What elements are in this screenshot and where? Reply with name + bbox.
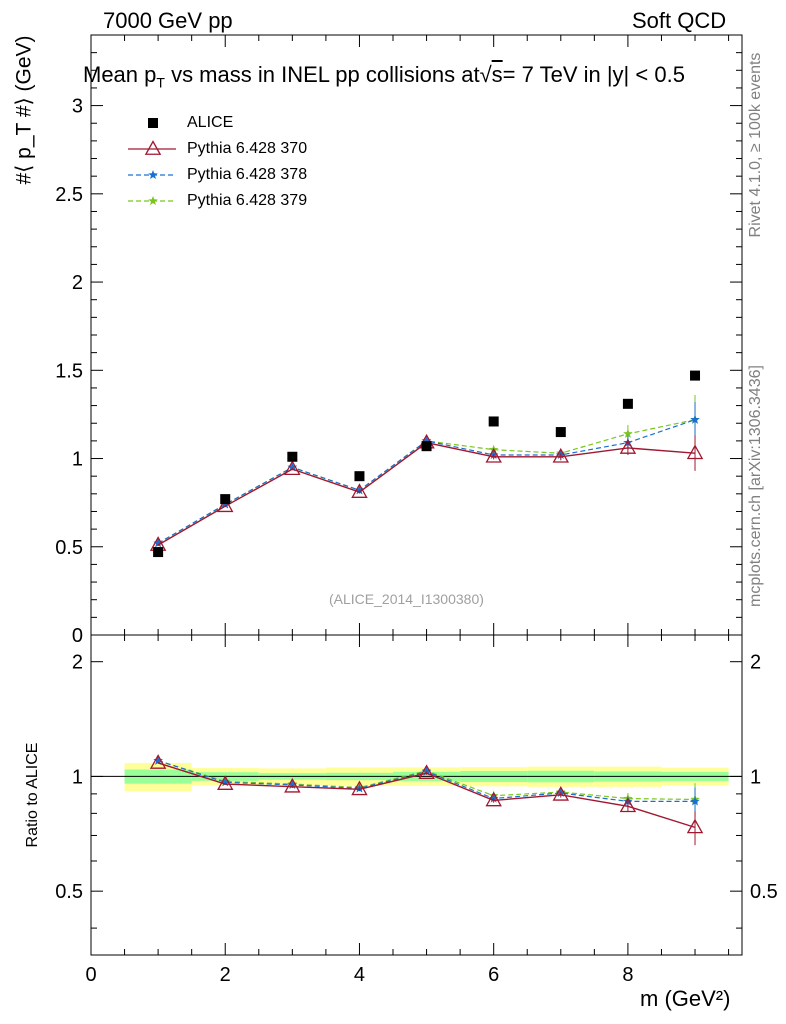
ratio-y-tick-label-right: 2 <box>750 652 761 674</box>
legend-label-series-0: Pythia 6.428 370 <box>187 140 308 157</box>
ratio-y-tick-label: 0.5 <box>55 881 83 903</box>
ratio-point-series-0 <box>619 797 637 813</box>
main-point-data <box>555 427 566 438</box>
main-point-series-0 <box>485 447 502 463</box>
ratio-point-series-0 <box>485 791 502 807</box>
main-point-data <box>690 370 701 381</box>
ratio-point-series-1 <box>488 793 499 803</box>
ratio-point-series-0 <box>216 775 234 790</box>
mcplots-label: mcplots.cern.ch [arXiv:1306.3436] <box>747 365 764 607</box>
legend-marker-series-1 <box>148 170 158 180</box>
x-tick-label: 2 <box>220 964 231 986</box>
ratio-point-series-0 <box>418 764 435 780</box>
main-point-series-0 <box>284 460 301 476</box>
ratio-point-series-1 <box>153 755 163 765</box>
ratio-y-tick-label-right: 1 <box>750 766 761 788</box>
legend-label-series-2: Pythia 6.428 379 <box>187 192 308 209</box>
plot-title: Mean pT vs mass in INEL pp collisions at… <box>83 62 685 90</box>
title-end: = 7 TeV in |y| < 0.5 <box>502 62 685 87</box>
ratio-point-series-1 <box>623 796 633 806</box>
x-tick-label: 6 <box>488 964 499 986</box>
main-point-data <box>488 416 499 427</box>
x-tick-label: 4 <box>354 964 365 986</box>
main-point-series-0 <box>619 439 637 454</box>
title-subscript: T <box>156 74 165 91</box>
title-s: s <box>491 62 503 87</box>
main-point-series-1 <box>354 485 365 495</box>
main-y-axis-label: #⟨ p_T #⟩ (GeV) <box>12 35 36 185</box>
legend-marker-series-0 <box>144 140 162 155</box>
main-y-tick-label: 1.5 <box>55 360 83 382</box>
main-y-tick-label: 0.5 <box>55 537 83 559</box>
ratio-y-axis-label: Ratio to ALICE <box>24 742 41 848</box>
ratio-point-series-0 <box>552 785 570 801</box>
ratio-point-series-0 <box>686 818 704 834</box>
main-point-series-1 <box>690 414 700 424</box>
main-y-tick-label: 1 <box>72 449 83 471</box>
legend-label-series-1: Pythia 6.428 378 <box>187 166 308 183</box>
main-point-series-0 <box>552 447 570 463</box>
ratio-point-series-1 <box>421 766 432 776</box>
ratio-point-series-1 <box>287 779 298 789</box>
main-point-data <box>287 451 298 462</box>
ratio-point-series-0 <box>149 754 167 769</box>
ratio-y-tick-label: 2 <box>72 652 83 674</box>
main-y-tick-label: 2 <box>72 272 83 294</box>
main-point-data <box>354 471 365 482</box>
main-line-series-0 <box>157 441 696 546</box>
main-point-series-2 <box>623 428 633 438</box>
ratio-point-series-0 <box>284 777 301 793</box>
x-axis-label: m (GeV²) <box>640 986 731 1011</box>
title-main: Mean p <box>83 62 157 87</box>
main-y-tick-label: 3 <box>72 96 83 118</box>
legend-marker-series-2 <box>148 196 158 206</box>
ratio-plot-marks <box>149 754 704 846</box>
ratio-frame-border <box>90 634 743 956</box>
x-tick-label: 8 <box>622 964 633 986</box>
main-y-tick-label: 2.5 <box>55 184 83 206</box>
main-point-series-1 <box>287 462 298 472</box>
main-point-series-1 <box>421 435 432 445</box>
legend-label-data: ALICE <box>187 114 234 131</box>
analysis-id: (ALICE_2014_I1300380) <box>329 591 484 607</box>
main-plot-marks <box>149 370 704 558</box>
main-point-data <box>153 547 164 558</box>
ratio-point-series-0 <box>351 780 368 796</box>
energy-label: 7000 GeV pp <box>103 8 233 33</box>
main-point-series-1 <box>153 538 163 548</box>
x-tick-label: 0 <box>85 964 96 986</box>
process-label: Soft QCD <box>632 8 727 33</box>
main-y-tick-label: 0 <box>72 625 83 647</box>
tick-labels: 0 0.5 1 1.5 2 2.5 3 0.5 0.5 1 1 2 2 0 2 4 6 8 <box>55 96 778 986</box>
main-point-data <box>220 494 231 505</box>
rivet-label: Rivet 4.1.0, ≥ 100k events <box>747 52 764 238</box>
ratio-y-tick-label-right: 0.5 <box>750 881 778 903</box>
ratio-y-tick-label: 1 <box>72 766 83 788</box>
title-rest: vs mass in INEL pp collisions at <box>164 62 480 87</box>
ratio-point-series-1 <box>220 777 230 787</box>
main-point-series-0 <box>216 497 234 513</box>
main-point-data <box>622 398 633 409</box>
title-sqrt: √ <box>479 62 492 87</box>
ratio-point-series-1 <box>690 796 700 806</box>
main-point-data <box>421 441 432 452</box>
main-point-series-0 <box>351 483 368 498</box>
legend-marker-data <box>148 118 158 128</box>
main-point-series-0 <box>686 444 704 460</box>
legend-markers <box>128 118 176 206</box>
ratio-plot-frame <box>90 634 743 956</box>
